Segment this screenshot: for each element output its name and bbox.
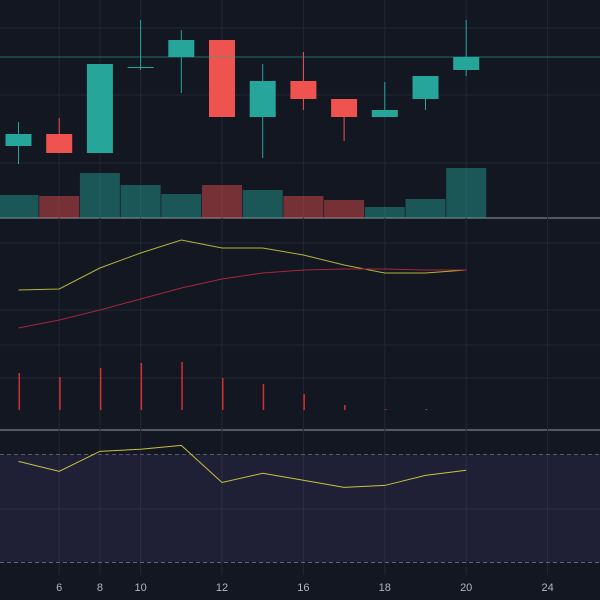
candle-body (209, 40, 235, 117)
x-tick-label: 20 (460, 582, 472, 594)
volume-bar (283, 196, 324, 218)
volume-bar (202, 185, 242, 218)
volume-bar (405, 199, 446, 218)
candle-body (5, 134, 32, 146)
histogram-bar (59, 377, 61, 410)
histogram-bar (344, 405, 346, 410)
volume-bar (364, 207, 405, 218)
candle-body (290, 81, 317, 99)
volume-bar (242, 190, 283, 218)
candle-body (331, 99, 358, 117)
volume-bar (39, 196, 80, 218)
candle-body (46, 134, 73, 153)
indicator-line (18, 239, 467, 291)
x-tick-label: 10 (134, 582, 146, 594)
candle-body (86, 64, 113, 153)
histogram-bar (262, 384, 265, 410)
band-fill (0, 454, 600, 563)
x-tick-label: 18 (379, 582, 391, 594)
histogram-bar (140, 363, 143, 410)
x-tick-label: 24 (541, 582, 553, 594)
volume-bar (0, 195, 39, 218)
histogram-bar (222, 378, 224, 410)
x-tick-label: 16 (297, 582, 309, 594)
candle-body (453, 57, 480, 70)
candle-body (249, 81, 276, 117)
histogram-bar (303, 394, 305, 410)
volume-bar (120, 185, 161, 218)
candle-body (371, 110, 398, 117)
histogram-bar (99, 368, 102, 410)
volume-bar (79, 173, 120, 218)
volume-bar (161, 194, 202, 218)
volume-bar (446, 168, 487, 218)
x-tick-label: 6 (56, 582, 62, 594)
indicator-line (18, 268, 467, 329)
candle-body (127, 67, 154, 68)
candle-body (412, 76, 439, 99)
oscillator-line (18, 444, 467, 488)
histogram-bar (384, 409, 387, 410)
x-tick-label: 12 (216, 582, 228, 594)
histogram-bar (18, 373, 20, 410)
x-tick-label: 8 (97, 582, 103, 594)
volume-bar (324, 200, 365, 218)
histogram-bar (425, 409, 427, 410)
histogram-bar (181, 362, 183, 410)
candle-body (168, 40, 195, 57)
